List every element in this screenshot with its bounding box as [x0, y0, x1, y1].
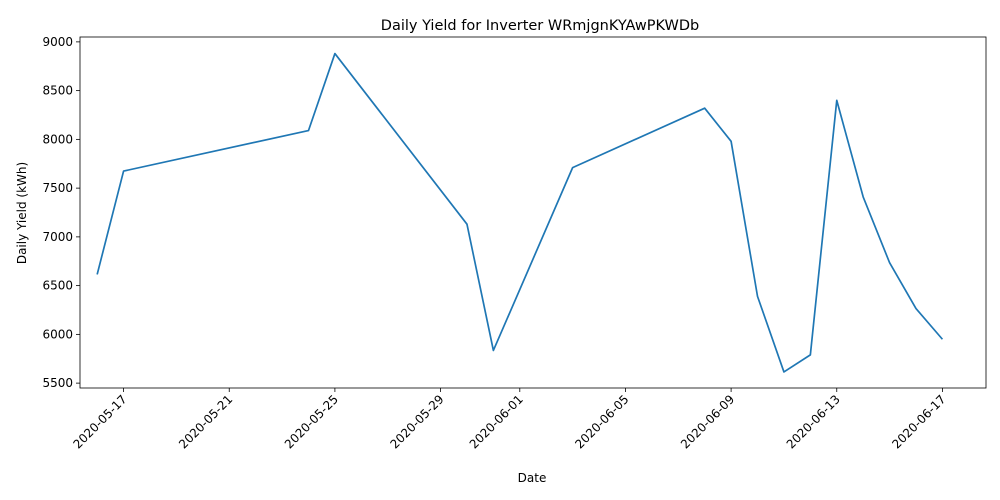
- x-tick-label: 2020-06-09: [678, 392, 737, 451]
- x-tick-label: 2020-05-17: [70, 392, 129, 451]
- y-tick-label: 6500: [42, 279, 73, 293]
- x-tick-label: 2020-05-29: [387, 392, 446, 451]
- y-tick-label: 8000: [42, 132, 73, 146]
- y-tick-label: 9000: [42, 35, 73, 49]
- y-axis: 5500 6000 6500 7000 7500 8000 8500 9000: [42, 35, 80, 390]
- x-tick-label: 2020-06-17: [889, 392, 948, 451]
- y-tick-label: 7000: [42, 230, 73, 244]
- series-line-0: [96, 52, 944, 373]
- series-layer: [96, 52, 944, 373]
- x-tick-label: 2020-05-21: [176, 392, 235, 451]
- x-tick-label: 2020-06-01: [467, 392, 526, 451]
- y-tick-label: 6000: [42, 327, 73, 341]
- x-tick-label: 2020-06-13: [784, 392, 843, 451]
- y-tick-label: 8500: [42, 84, 73, 98]
- y-tick-label: 7500: [42, 181, 73, 195]
- x-tick-label: 2020-05-25: [282, 392, 341, 451]
- y-tick-label: 5500: [42, 376, 73, 390]
- x-tick-label: 2020-06-05: [572, 392, 631, 451]
- chart-title: Daily Yield for Inverter WRmjgnKYAwPKWDb: [381, 18, 699, 34]
- x-axis: 2020-05-17 2020-05-21 2020-05-25 2020-05-29…: [70, 388, 949, 451]
- plot-frame: [79, 36, 987, 389]
- plot-area: [80, 37, 986, 388]
- x-axis-label: Date: [518, 471, 547, 485]
- y-axis-label: Daily Yield (kWh): [15, 162, 29, 264]
